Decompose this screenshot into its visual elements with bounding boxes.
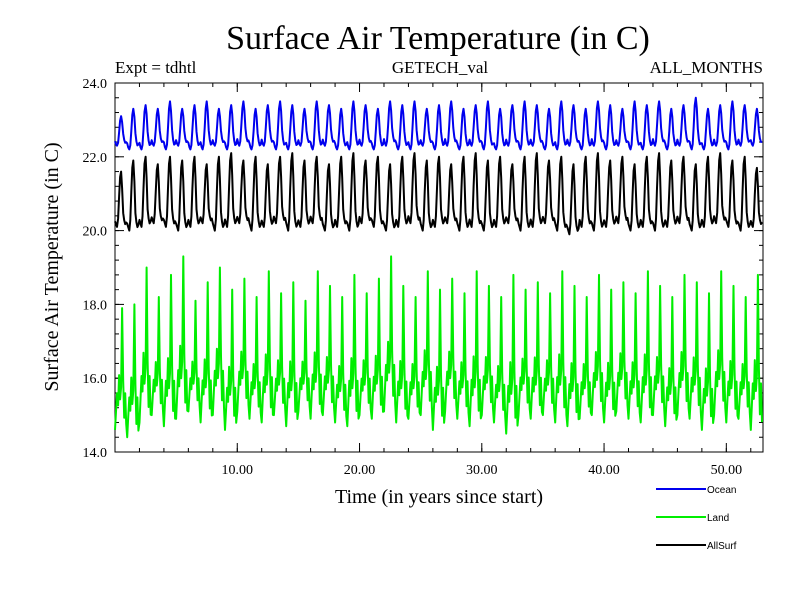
series-lines (114, 96, 763, 439)
y-tick-label: 16.0 (83, 372, 108, 387)
x-tick-label: 50.00 (711, 463, 743, 478)
x-tick-label: 10.00 (222, 463, 254, 478)
y-tick-label: 20.0 (83, 225, 108, 240)
x-tick-label: 30.00 (466, 463, 498, 478)
plot-area (114, 82, 764, 453)
series-line-ocean (114, 96, 763, 151)
x-tick-labels: 10.00 20.00 30.00 40.00 50.00 (222, 463, 743, 478)
x-axis-label: Time (in years since start) (335, 486, 543, 508)
chart-title: Surface Air Temperature (in C) (226, 20, 650, 57)
plot-frame (114, 82, 764, 453)
series-line-land (114, 255, 763, 439)
months-label: ALL_MONTHS (650, 58, 763, 77)
series-line-allsurf (114, 152, 763, 236)
y-tick-label: 18.0 (83, 298, 108, 313)
y-axis-label: Surface Air Temperature (in C) (41, 142, 63, 391)
dataset-label: GETECH_val (392, 58, 489, 77)
y-tick-label: 22.0 (83, 151, 108, 166)
legend-label-ocean: Ocean (707, 485, 736, 496)
legend-label-land: Land (707, 513, 729, 524)
y-tick-labels: 14.0 16.0 18.0 20.0 22.0 24.0 (83, 77, 108, 461)
experiment-label: Expt = tdhtl (115, 58, 197, 77)
x-tick-label: 40.00 (588, 463, 620, 478)
y-tick-label: 14.0 (83, 446, 108, 461)
legend: Ocean Land AllSurf (656, 485, 737, 552)
legend-label-allsurf: AllSurf (707, 541, 737, 552)
y-tick-label: 24.0 (83, 77, 108, 92)
x-tick-label: 20.00 (344, 463, 376, 478)
